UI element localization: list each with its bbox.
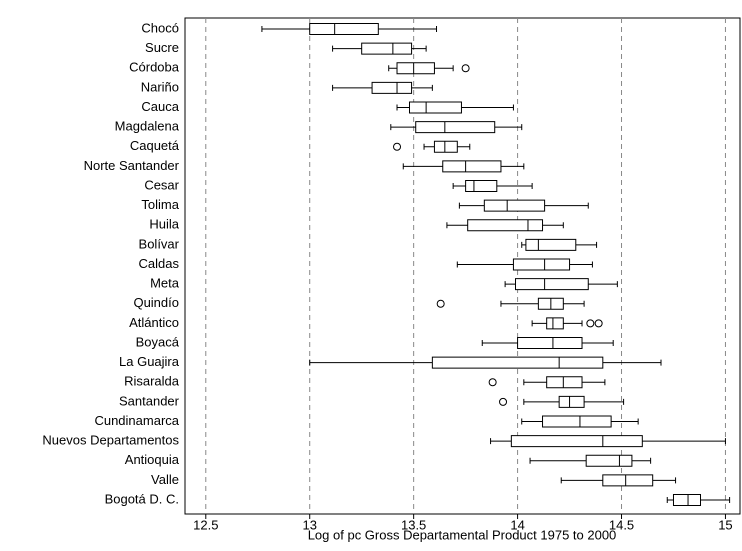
- box: [442, 160, 502, 173]
- y-tick-label: Risaralda: [124, 374, 180, 389]
- y-tick-label: Chocó: [141, 20, 179, 35]
- y-tick-label: Caquetá: [130, 138, 180, 153]
- y-tick-label: Caldas: [139, 256, 180, 271]
- y-tick-label: Córdoba: [129, 60, 180, 75]
- outlier: [499, 397, 508, 406]
- box: [465, 180, 498, 192]
- box: [512, 258, 571, 271]
- y-tick-label: Quindío: [133, 295, 179, 310]
- box: [525, 238, 577, 251]
- y-tick-label: Antioquia: [125, 452, 180, 467]
- box: [546, 317, 564, 330]
- box: [408, 101, 462, 114]
- plot-frame: [184, 17, 741, 515]
- outlier: [594, 319, 603, 328]
- y-tick-label: Nariño: [141, 79, 179, 94]
- y-tick-label: Bogotá D. C.: [105, 491, 179, 506]
- x-tick-label: 13.5: [401, 517, 426, 532]
- y-tick-label: Valle: [151, 472, 179, 487]
- y-tick-label: Cauca: [141, 99, 179, 114]
- y-tick-label: Santander: [119, 393, 180, 408]
- x-tick-label: 13: [302, 517, 316, 532]
- y-tick-label: Meta: [150, 276, 180, 291]
- box: [515, 278, 589, 291]
- x-tick-label: 14: [510, 517, 524, 532]
- outlier: [461, 64, 470, 73]
- box: [371, 81, 413, 94]
- box: [602, 474, 654, 487]
- box: [546, 376, 583, 389]
- outlier: [393, 142, 402, 151]
- box: [309, 23, 379, 35]
- box: [483, 199, 546, 212]
- box: [517, 337, 583, 349]
- box: [431, 356, 604, 369]
- box: [585, 454, 633, 467]
- box: [510, 435, 643, 448]
- x-axis-label: Log of pc Gross Departamental Product 19…: [308, 527, 617, 542]
- box: [672, 494, 702, 506]
- box: [542, 415, 612, 428]
- x-tick-label: 14.5: [609, 517, 634, 532]
- x-tick-label: 15: [718, 517, 732, 532]
- y-tick-label: Cesar: [144, 177, 179, 192]
- box: [467, 219, 544, 232]
- box: [396, 62, 435, 75]
- x-tick-label: 12.5: [193, 517, 218, 532]
- box: [558, 395, 585, 408]
- box: [433, 140, 458, 153]
- y-tick-label: La Guajira: [119, 354, 180, 369]
- y-tick-label: Bolívar: [139, 236, 180, 251]
- y-tick-label: Boyacá: [136, 334, 180, 349]
- box: [415, 121, 496, 134]
- y-tick-label: Cundinamarca: [94, 413, 179, 428]
- y-tick-label: Atlántico: [129, 315, 179, 330]
- outlier: [488, 378, 497, 387]
- y-tick-label: Nuevos Departamentos: [42, 433, 179, 448]
- y-tick-label: Huila: [149, 217, 179, 232]
- y-tick-label: Tolima: [141, 197, 179, 212]
- box: [361, 42, 413, 55]
- y-tick-label: Sucre: [145, 40, 179, 55]
- outlier: [436, 299, 445, 308]
- y-tick-label: Magdalena: [115, 119, 180, 134]
- outlier: [586, 319, 595, 328]
- y-tick-label: Norte Santander: [84, 158, 180, 173]
